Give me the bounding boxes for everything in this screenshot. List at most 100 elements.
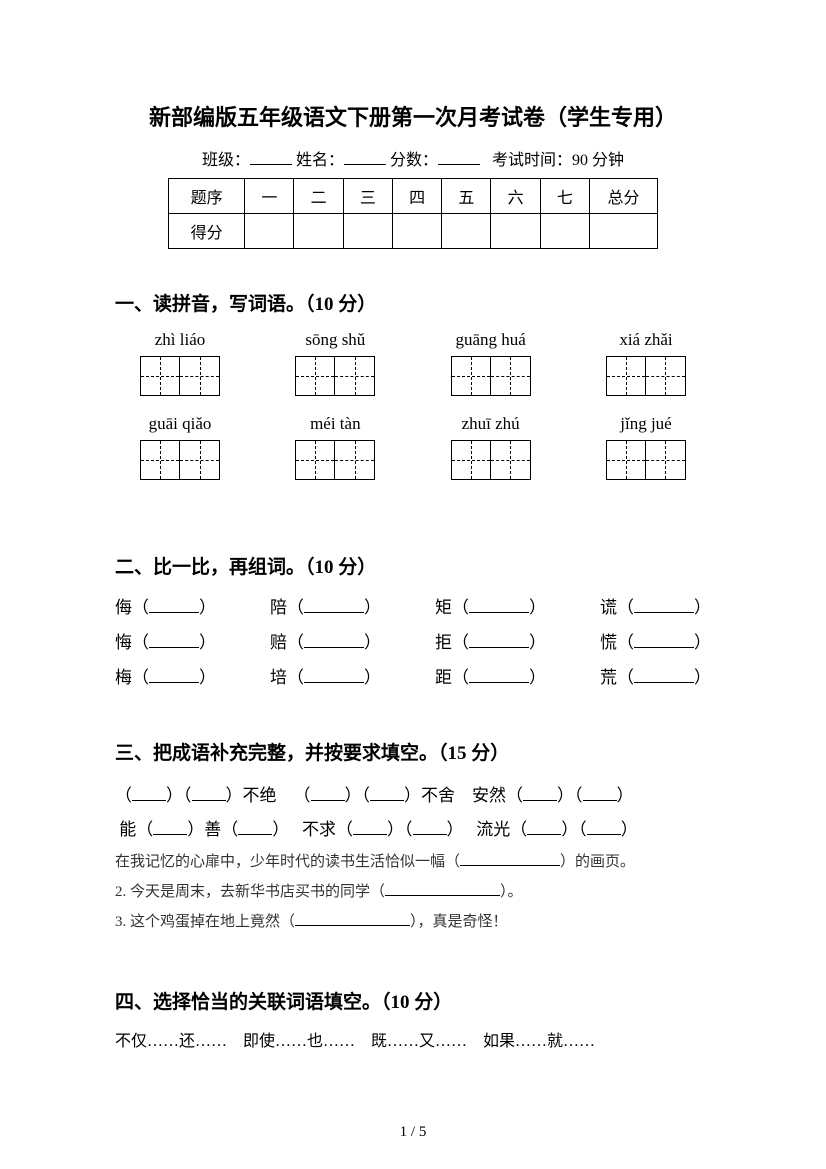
compare-row: 悔（） 赔（） 拒（） 慌（）: [115, 628, 711, 653]
fill-blank[interactable]: [634, 669, 694, 683]
char-box[interactable]: [491, 440, 531, 480]
class-blank[interactable]: [250, 149, 292, 165]
time-label: 考试时间：90 分钟: [492, 152, 624, 169]
cell-col: 三: [343, 179, 392, 214]
cell-col: 一: [245, 179, 294, 214]
pinyin-label: zhuī zhú: [426, 414, 556, 434]
fill-blank[interactable]: [304, 634, 364, 648]
char-box[interactable]: [606, 440, 646, 480]
char-box[interactable]: [140, 356, 180, 396]
score-label: 分数：: [390, 152, 438, 169]
fill-blank[interactable]: [304, 669, 364, 683]
connective-options: 不仅……还…… 即使……也…… 既……又…… 如果……就……: [115, 1028, 711, 1057]
compare-row: 侮（） 陪（） 矩（） 谎（）: [115, 593, 711, 618]
char-box[interactable]: [606, 356, 646, 396]
fill-blank[interactable]: [413, 821, 447, 835]
fill-blank[interactable]: [634, 634, 694, 648]
fill-blank[interactable]: [149, 599, 199, 613]
cell-score[interactable]: [442, 214, 491, 249]
fill-blank[interactable]: [527, 821, 561, 835]
pinyin-group: méi tàn: [270, 414, 400, 480]
cell-label: 得分: [169, 214, 245, 249]
compare-item: 赔（）: [270, 628, 381, 653]
compare-row: 梅（） 培（） 距（） 荒（）: [115, 663, 711, 688]
fill-blank[interactable]: [385, 882, 500, 896]
section4-heading: 四、选择恰当的关联词语填空。（10 分）: [115, 987, 711, 1014]
fill-blank[interactable]: [469, 669, 529, 683]
compare-item: 悔（）: [115, 628, 216, 653]
pinyin-label: zhì liáo: [115, 330, 245, 350]
cell-col: 二: [294, 179, 343, 214]
compare-item: 侮（）: [115, 593, 216, 618]
fill-blank[interactable]: [634, 599, 694, 613]
char-box[interactable]: [180, 356, 220, 396]
sentence-2: 2. 今天是周末，去新华书店买书的同学（）。: [115, 877, 711, 907]
cell-score[interactable]: [392, 214, 441, 249]
pinyin-group: guāi qiǎo: [115, 414, 245, 480]
cell-score[interactable]: [540, 214, 589, 249]
table-row-score: 得分: [169, 214, 658, 249]
pinyin-group: xiá zhǎi: [581, 330, 711, 396]
meta-row: 班级： 姓名： 分数： 考试时间：90 分钟: [115, 146, 711, 170]
class-label: 班级：: [202, 152, 250, 169]
fill-blank[interactable]: [523, 787, 557, 801]
cell-score[interactable]: [491, 214, 540, 249]
pinyin-group: sōng shǔ: [270, 330, 400, 396]
section3-heading: 三、把成语补充完整，并按要求填空。（15 分）: [115, 738, 711, 765]
char-box[interactable]: [180, 440, 220, 480]
pinyin-label: guāi qiǎo: [115, 414, 245, 434]
pinyin-group: jǐng jué: [581, 414, 711, 480]
compare-item: 荒（）: [600, 663, 711, 688]
char-box[interactable]: [646, 356, 686, 396]
fill-blank[interactable]: [192, 787, 226, 801]
char-box[interactable]: [295, 356, 335, 396]
section1-heading: 一、读拼音，写词语。（10 分）: [115, 289, 711, 316]
char-box[interactable]: [646, 440, 686, 480]
idiom-line-2: 能（）善（） 不求（）（） 流光（）（）: [115, 813, 711, 847]
cell-score[interactable]: [343, 214, 392, 249]
fill-blank[interactable]: [460, 852, 560, 866]
pinyin-row-2: guāi qiǎo méi tàn zhuī zhú jǐng jué: [115, 414, 711, 480]
sentence-1: 在我记忆的心扉中，少年时代的读书生活恰似一幅（）的画页。: [115, 847, 711, 877]
char-box[interactable]: [335, 356, 375, 396]
compare-item: 拒（）: [435, 628, 546, 653]
fill-blank[interactable]: [583, 787, 617, 801]
cell-col: 七: [540, 179, 589, 214]
fill-blank[interactable]: [304, 599, 364, 613]
pinyin-label: jǐng jué: [581, 414, 711, 434]
fill-blank[interactable]: [353, 821, 387, 835]
fill-blank[interactable]: [469, 599, 529, 613]
score-blank[interactable]: [438, 149, 480, 165]
char-box[interactable]: [335, 440, 375, 480]
page-number: 1 / 5: [0, 1124, 826, 1141]
char-box[interactable]: [140, 440, 180, 480]
char-box[interactable]: [491, 356, 531, 396]
cell-col: 五: [442, 179, 491, 214]
name-label: 姓名：: [296, 152, 344, 169]
fill-blank[interactable]: [132, 787, 166, 801]
sentence-3: 3. 这个鸡蛋掉在地上竟然（），真是奇怪！: [115, 907, 711, 937]
cell-score[interactable]: [294, 214, 343, 249]
char-box[interactable]: [451, 440, 491, 480]
idiom-line-1: （）（）不绝 （）（）不舍 安然（）（）: [115, 779, 711, 813]
char-box[interactable]: [295, 440, 335, 480]
pinyin-label: sōng shǔ: [270, 330, 400, 350]
fill-blank[interactable]: [311, 787, 345, 801]
section2-heading: 二、比一比，再组词。（10 分）: [115, 552, 711, 579]
fill-blank[interactable]: [469, 634, 529, 648]
pinyin-row-1: zhì liáo sōng shǔ guāng huá xiá zhǎi: [115, 330, 711, 396]
fill-blank[interactable]: [370, 787, 404, 801]
fill-blank[interactable]: [238, 821, 272, 835]
name-blank[interactable]: [344, 149, 386, 165]
compare-item: 谎（）: [600, 593, 711, 618]
score-table: 题序 一 二 三 四 五 六 七 总分 得分: [168, 178, 658, 249]
char-box[interactable]: [451, 356, 491, 396]
exam-title: 新部编版五年级语文下册第一次月考试卷（学生专用）: [115, 100, 711, 132]
fill-blank[interactable]: [587, 821, 621, 835]
cell-score[interactable]: [245, 214, 294, 249]
fill-blank[interactable]: [295, 912, 410, 926]
fill-blank[interactable]: [153, 821, 187, 835]
fill-blank[interactable]: [149, 634, 199, 648]
cell-score[interactable]: [589, 214, 657, 249]
fill-blank[interactable]: [149, 669, 199, 683]
